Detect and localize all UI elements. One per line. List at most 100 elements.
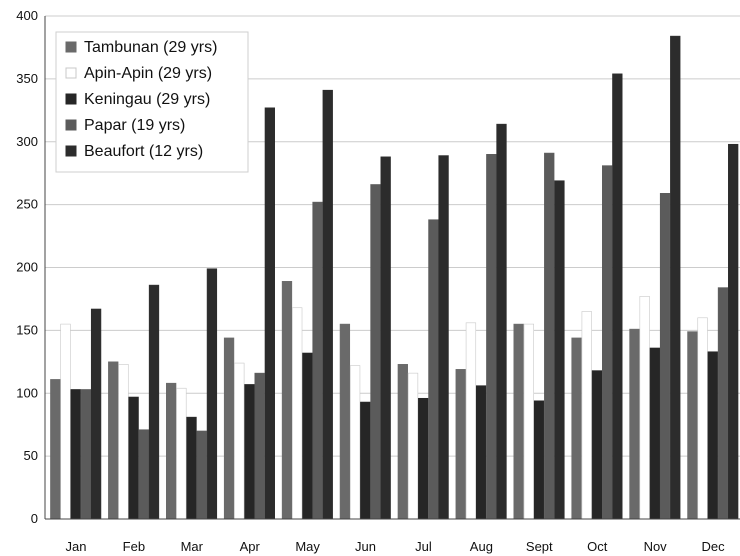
y-tick-label: 150 bbox=[16, 322, 38, 337]
bar bbox=[292, 307, 303, 520]
bar bbox=[475, 385, 487, 520]
bar bbox=[281, 281, 293, 520]
legend-label: Apin-Apin (29 yrs) bbox=[84, 65, 212, 82]
bar bbox=[138, 429, 149, 520]
bar bbox=[728, 143, 739, 520]
y-tick-labels: 0 50 100 150 200 250 300 350 400 bbox=[16, 8, 38, 526]
x-tick-label: Oct bbox=[587, 539, 608, 554]
bar bbox=[523, 323, 534, 520]
x-tick-label: Jul bbox=[415, 539, 432, 554]
series-2 bbox=[70, 347, 718, 520]
legend-label: Tambunan (29 yrs) bbox=[84, 39, 217, 56]
bar bbox=[80, 389, 92, 520]
bar bbox=[602, 165, 613, 520]
bar bbox=[302, 352, 313, 520]
axes bbox=[44, 16, 740, 520]
x-tick-label: Mar bbox=[181, 539, 204, 554]
legend-label: Keningau (29 yrs) bbox=[84, 91, 210, 108]
x-tick-label: May bbox=[295, 539, 320, 554]
bar bbox=[349, 365, 361, 520]
bar bbox=[407, 372, 419, 520]
bar bbox=[370, 184, 381, 520]
legend-label: Beaufort (12 yrs) bbox=[84, 143, 203, 160]
x-tick-label: Jun bbox=[355, 539, 376, 554]
legend-swatch bbox=[65, 93, 77, 105]
bar bbox=[670, 35, 681, 520]
bar bbox=[360, 401, 371, 520]
bar bbox=[176, 387, 187, 520]
bar bbox=[322, 89, 333, 520]
bar bbox=[196, 430, 207, 520]
series-1 bbox=[60, 296, 708, 520]
bar bbox=[166, 382, 177, 520]
y-tick-label: 400 bbox=[16, 8, 38, 23]
bar bbox=[70, 389, 81, 520]
bar bbox=[581, 311, 592, 520]
bar bbox=[455, 369, 466, 520]
y-tick-label: 100 bbox=[16, 385, 38, 400]
bar bbox=[254, 372, 265, 520]
x-tick-label: Dec bbox=[701, 539, 725, 554]
x-tick-label: Sept bbox=[526, 539, 553, 554]
bar bbox=[428, 219, 439, 520]
bar bbox=[128, 396, 139, 520]
x-tick-label: Jan bbox=[65, 539, 86, 554]
y-tick-label: 0 bbox=[31, 511, 38, 526]
bar bbox=[687, 331, 698, 520]
bar bbox=[486, 154, 497, 520]
bar bbox=[380, 156, 391, 520]
bar bbox=[544, 152, 555, 520]
bar bbox=[707, 351, 718, 520]
bar bbox=[649, 347, 661, 520]
legend-swatch bbox=[65, 67, 77, 79]
bar bbox=[591, 370, 603, 520]
bar bbox=[465, 322, 477, 520]
bar bbox=[571, 337, 582, 520]
bar bbox=[438, 155, 449, 520]
legend-label: Papar (19 yrs) bbox=[84, 117, 185, 134]
x-tick-label: Apr bbox=[240, 539, 261, 554]
y-tick-label: 250 bbox=[16, 197, 38, 212]
x-tick-label: Aug bbox=[470, 539, 493, 554]
bar bbox=[148, 284, 160, 520]
series-4 bbox=[90, 35, 739, 520]
bar bbox=[223, 337, 235, 520]
x-tick-label: Nov bbox=[644, 539, 668, 554]
x-tick-labels: Jan Feb Mar Apr May Jun Jul Aug Sept Oct Nov Dec bbox=[65, 539, 725, 554]
bar bbox=[339, 323, 351, 520]
bar bbox=[639, 296, 650, 520]
bar bbox=[50, 379, 61, 520]
bar bbox=[118, 364, 129, 520]
bar bbox=[554, 180, 565, 520]
y-tick-label: 350 bbox=[16, 71, 38, 86]
bar bbox=[60, 323, 71, 520]
legend-swatch bbox=[65, 41, 77, 53]
bar bbox=[397, 364, 408, 520]
bar bbox=[108, 361, 119, 520]
bar bbox=[90, 308, 102, 520]
y-tick-label: 300 bbox=[16, 134, 38, 149]
bar bbox=[264, 107, 275, 520]
bar bbox=[244, 384, 255, 520]
legend-box bbox=[55, 31, 249, 173]
bar bbox=[533, 400, 545, 520]
y-tick-label: 200 bbox=[16, 260, 38, 275]
bar bbox=[612, 73, 623, 520]
bar bbox=[659, 193, 671, 520]
legend: Tambunan (29 yrs) Apin-Apin (29 yrs) Kenin… bbox=[55, 31, 249, 173]
x-tick-label: Feb bbox=[123, 539, 145, 554]
bar bbox=[186, 416, 197, 520]
bar bbox=[629, 328, 640, 520]
bar bbox=[234, 362, 245, 520]
bar bbox=[717, 287, 729, 520]
bar bbox=[418, 397, 429, 520]
legend-swatch bbox=[65, 145, 77, 157]
y-tick-label: 50 bbox=[24, 448, 38, 463]
legend-swatch bbox=[65, 119, 77, 131]
bar bbox=[206, 268, 218, 520]
bar bbox=[697, 317, 708, 520]
bar bbox=[513, 323, 524, 520]
bar bbox=[496, 123, 507, 520]
